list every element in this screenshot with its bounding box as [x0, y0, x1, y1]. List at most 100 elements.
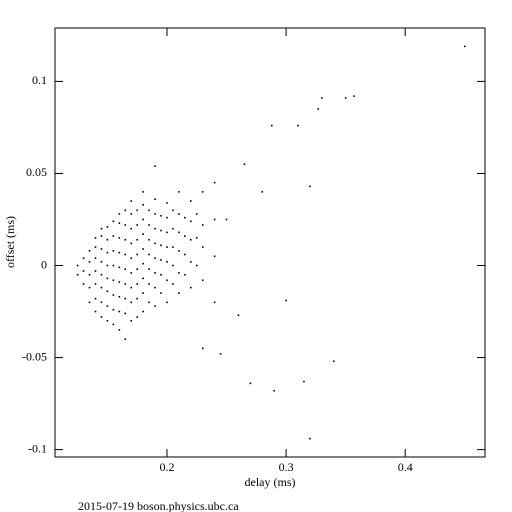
y-tick-label: 0.1	[32, 73, 47, 87]
y-tick-label: 0.05	[26, 165, 47, 179]
point	[130, 227, 133, 230]
point	[142, 248, 144, 250]
point	[160, 273, 162, 276]
point	[112, 308, 115, 311]
x-tick-label: 0.3	[279, 460, 294, 474]
point	[130, 257, 133, 259]
point	[160, 215, 162, 217]
point	[213, 301, 216, 304]
point	[124, 253, 127, 256]
point	[94, 246, 97, 248]
point	[344, 97, 347, 99]
point	[142, 233, 144, 236]
point	[76, 273, 79, 276]
point	[94, 310, 97, 313]
point	[130, 319, 133, 322]
point	[154, 227, 156, 230]
point	[201, 279, 204, 282]
point	[303, 380, 305, 383]
point	[130, 272, 133, 274]
point	[201, 246, 204, 248]
point	[106, 319, 109, 322]
point	[166, 246, 168, 248]
point	[309, 185, 311, 188]
point	[195, 213, 198, 215]
point	[237, 314, 240, 317]
point	[201, 347, 204, 350]
point	[142, 203, 144, 206]
point	[100, 261, 103, 263]
point	[112, 249, 115, 252]
point	[273, 389, 275, 392]
point	[118, 266, 121, 269]
point	[136, 268, 138, 270]
point	[463, 45, 466, 48]
point	[94, 283, 97, 285]
point	[130, 242, 133, 245]
point	[136, 224, 138, 226]
point	[154, 286, 156, 289]
point	[321, 97, 323, 99]
point	[118, 237, 121, 239]
point	[124, 268, 127, 270]
point	[309, 437, 311, 440]
point	[76, 264, 79, 267]
point	[178, 272, 180, 274]
point	[160, 244, 162, 247]
point	[243, 163, 246, 166]
point	[82, 283, 85, 285]
point	[213, 181, 216, 184]
point	[118, 222, 121, 224]
point	[172, 283, 174, 285]
point	[172, 209, 174, 212]
point	[142, 292, 144, 294]
point	[148, 238, 150, 241]
point	[88, 249, 91, 252]
x-tick-label: 0.4	[398, 460, 413, 474]
point	[154, 198, 156, 201]
point	[100, 235, 103, 237]
point	[112, 235, 115, 237]
point	[166, 231, 168, 234]
point	[172, 264, 174, 267]
point	[261, 191, 264, 193]
point	[154, 165, 156, 167]
point	[148, 268, 150, 270]
point	[124, 224, 127, 226]
point	[118, 296, 121, 298]
point	[184, 273, 186, 276]
point	[189, 261, 192, 263]
point	[189, 220, 192, 223]
point	[201, 191, 204, 193]
point	[136, 253, 138, 256]
point	[124, 338, 127, 340]
point	[297, 124, 299, 127]
point	[88, 261, 91, 263]
plot-frame	[54, 27, 486, 458]
point	[118, 329, 121, 331]
point	[184, 216, 186, 219]
point	[94, 297, 97, 300]
point	[332, 360, 335, 363]
point	[201, 224, 204, 226]
x-tick-label: 0.2	[159, 460, 174, 474]
point	[106, 290, 109, 293]
point	[106, 238, 109, 241]
point	[160, 259, 162, 261]
point	[178, 249, 180, 252]
point	[154, 305, 156, 307]
point	[317, 108, 320, 110]
point	[195, 237, 198, 239]
point	[100, 248, 103, 250]
point	[106, 264, 109, 267]
x-axis-label: delay (ms)	[245, 475, 296, 489]
point	[94, 257, 97, 259]
point	[100, 286, 103, 289]
y-tick-label: -0.05	[22, 349, 47, 363]
point	[106, 226, 109, 228]
point	[130, 200, 133, 202]
point	[154, 242, 156, 245]
point	[136, 238, 138, 241]
point	[148, 301, 150, 304]
point	[213, 255, 216, 258]
